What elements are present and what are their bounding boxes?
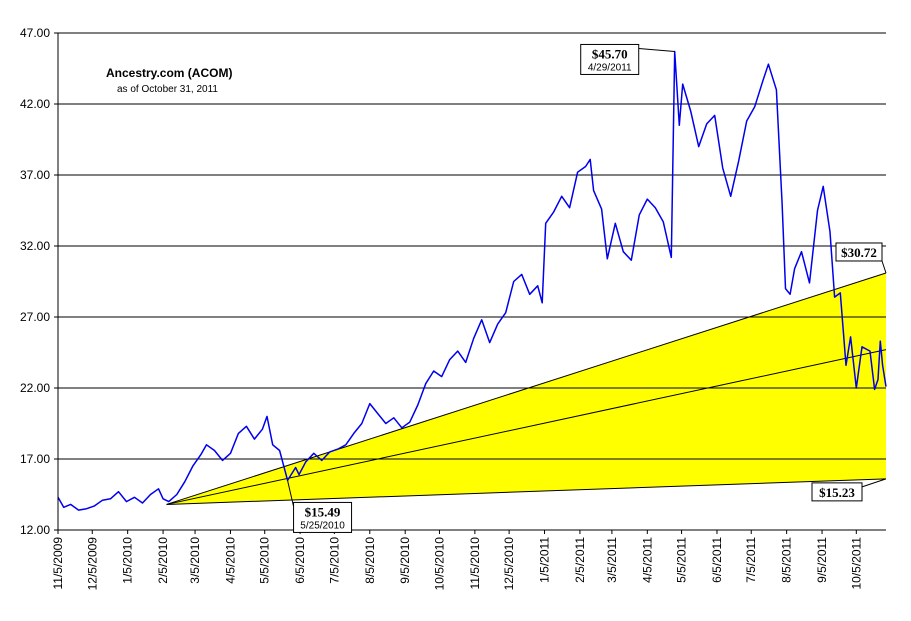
callout: $45.704/29/2011 <box>580 43 675 75</box>
x-tick-label: 3/5/2011 <box>605 537 619 583</box>
x-tick-label: 10/5/2011 <box>849 537 863 590</box>
x-tick-label: 1/5/2010 <box>121 537 135 584</box>
x-tick-label: 11/5/2009 <box>51 537 65 590</box>
callout-box <box>835 242 883 262</box>
chart-subtitle: as of October 31, 2011 <box>117 84 218 95</box>
y-tick-label: 37.00 <box>20 168 50 182</box>
x-tick-label: 12/5/2009 <box>85 537 99 591</box>
x-tick-label: 12/5/2010 <box>502 537 516 591</box>
x-tick-label: 1/5/2011 <box>538 537 552 583</box>
callout-price: $15.49 <box>305 504 341 519</box>
callout: $15.495/25/2010 <box>287 480 353 533</box>
x-tick-label: 4/5/2010 <box>223 537 237 584</box>
x-tick-label: 6/5/2011 <box>710 537 724 583</box>
price-series <box>57 50 887 511</box>
x-tick-label: 11/5/2010 <box>468 537 482 590</box>
price-line <box>57 50 887 511</box>
x-tick-label: 2/5/2011 <box>573 537 587 583</box>
x-tick-label: 9/5/2011 <box>815 537 829 583</box>
x-tick-label: 7/5/2011 <box>744 537 758 583</box>
x-tick-label: 4/5/2011 <box>640 537 654 583</box>
callouts: $45.704/29/2011 $15.495/25/2010 $30.72 $15.… <box>287 43 887 533</box>
callout-box <box>293 501 353 533</box>
x-tick-label: 7/5/2010 <box>327 537 341 584</box>
y-tick-label: 12.00 <box>20 523 50 537</box>
callout-date: 4/29/2011 <box>588 62 632 73</box>
y-tick-label: 47.00 <box>20 26 50 40</box>
x-tick-label: 8/5/2011 <box>780 537 794 583</box>
x-tick-label: 3/5/2010 <box>188 537 202 584</box>
callout-leader <box>638 47 675 52</box>
x-tick-label: 8/5/2010 <box>363 537 377 584</box>
callout-date: 5/25/2010 <box>300 520 345 531</box>
y-tick-label: 42.00 <box>20 97 50 111</box>
y-tick-label: 22.00 <box>20 381 50 395</box>
callout-price: $30.72 <box>841 245 877 260</box>
x-tick-label: 9/5/2010 <box>398 537 412 584</box>
fan-line-upper <box>166 272 887 505</box>
callout-leader <box>861 478 887 488</box>
callout-price: $45.70 <box>592 46 628 61</box>
y-tick-label: 27.00 <box>20 310 50 324</box>
x-tick-label: 10/5/2010 <box>432 537 446 591</box>
x-tick-label: 5/5/2011 <box>675 537 689 583</box>
axes <box>57 33 886 531</box>
x-tick-label: 6/5/2010 <box>293 537 307 584</box>
callout-box <box>580 43 640 75</box>
y-tick-label: 32.00 <box>20 239 50 253</box>
callout: $15.23 <box>811 478 887 502</box>
callout-leader <box>287 480 295 507</box>
x-tick-label: 5/5/2010 <box>258 537 272 584</box>
callout: $30.72 <box>835 242 887 274</box>
x-tick-labels: 11/5/2009 12/5/2009 1/5/2010 2/5/2010 3/5/20… <box>51 530 863 590</box>
y-tick-label: 17.00 <box>20 452 50 466</box>
callout-leader <box>881 260 887 274</box>
y-tick-labels: 12.00 17.00 22.00 27.00 32.00 37.00 42.00 47.00 <box>20 26 58 537</box>
x-tick-label: 2/5/2010 <box>156 537 170 584</box>
callout-price: $15.23 <box>819 485 855 500</box>
chart-title: Ancestry.com (ACOM) <box>106 66 232 80</box>
callout-box <box>811 482 863 502</box>
fan-line-lower <box>166 478 887 505</box>
